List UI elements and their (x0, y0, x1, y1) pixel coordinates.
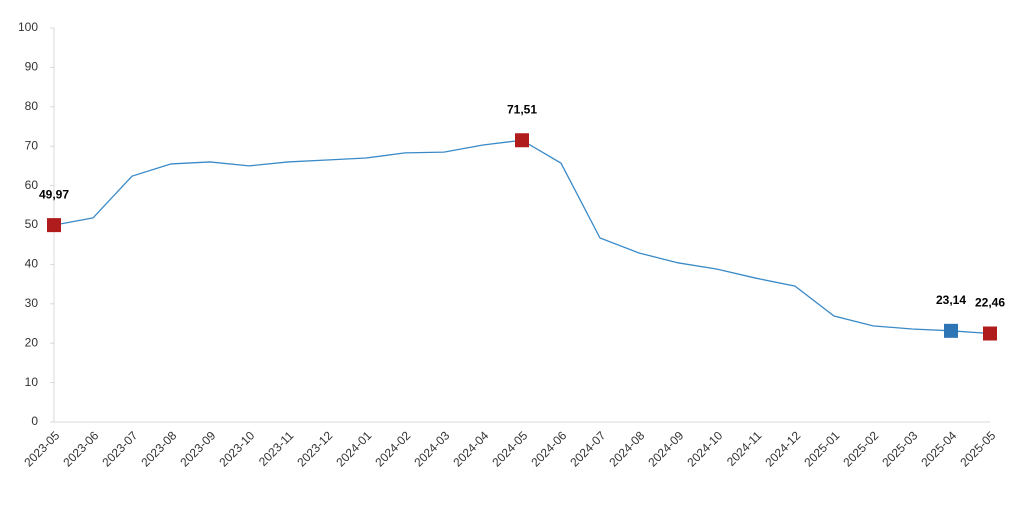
value-label: 22,46 (975, 296, 1005, 310)
marker (515, 133, 529, 148)
x-tick-label: 2024-03 (411, 428, 452, 469)
y-tick-label: 20 (25, 335, 39, 349)
x-tick-label: 2023-07 (99, 428, 140, 469)
x-tick-label: 2025-02 (840, 428, 881, 469)
x-tick-label: 2023-09 (177, 428, 218, 469)
x-tick-label: 2023-10 (216, 428, 257, 469)
x-tick-label: 2024-12 (762, 428, 803, 469)
marker (47, 218, 61, 233)
value-label: 49,97 (39, 187, 69, 201)
y-tick-label: 60 (25, 178, 39, 192)
value-label: 23,14 (936, 293, 966, 307)
y-tick-label: 30 (25, 296, 39, 310)
x-tick-label: 2024-06 (528, 428, 569, 469)
marker (983, 326, 997, 341)
x-tick-label: 2024-04 (450, 428, 491, 469)
x-tick-label: 2023-08 (138, 428, 179, 469)
x-tick-label: 2025-04 (918, 428, 959, 469)
x-tick-label: 2024-07 (567, 428, 608, 469)
line (53, 139, 991, 335)
x-tick-label: 2024-05 (489, 428, 530, 469)
y-tick-label: 100 (18, 20, 38, 34)
x-tick-label: 2023-05 (21, 428, 62, 469)
y-tick-label: 0 (31, 414, 38, 428)
x-tick-label: 2024-09 (645, 428, 686, 469)
x-tick-label: 2024-01 (333, 428, 374, 469)
y-tick-label: 80 (25, 99, 39, 113)
value-label: 71,51 (507, 102, 537, 116)
x-tick-label: 2024-10 (684, 428, 725, 469)
x-tick-label: 2023-12 (294, 428, 335, 469)
y-tick-label: 90 (25, 60, 39, 74)
x-tick-label: 2024-02 (372, 428, 413, 469)
x-tick-label: 2025-03 (879, 428, 920, 469)
x-tick-label: 2025-01 (801, 428, 842, 469)
x-tick-label: 2024-08 (606, 428, 647, 469)
y-tick-label: 10 (25, 375, 39, 389)
marker (944, 323, 958, 338)
y-tick-label: 50 (25, 217, 39, 231)
x-tick-label: 2023-11 (256, 428, 297, 469)
x-tick-label: 2024-11 (724, 428, 765, 469)
y-tick-label: 40 (25, 257, 39, 271)
y-tick-label: 70 (25, 138, 39, 152)
x-tick-label: 2023-06 (60, 428, 101, 469)
x-tick-label: 2025-05 (957, 428, 998, 469)
